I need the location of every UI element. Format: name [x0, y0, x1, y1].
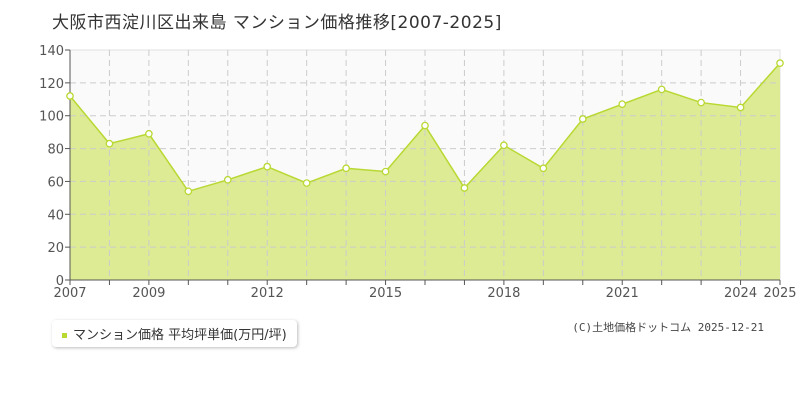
data-point — [460, 184, 469, 192]
y-tick-label: 80 — [47, 143, 64, 158]
data-point — [578, 115, 587, 123]
y-tick-label: 140 — [39, 44, 64, 59]
data-point — [184, 187, 193, 196]
y-tick-label: 40 — [47, 208, 64, 223]
legend-marker — [62, 333, 67, 338]
x-tick-label: 2025 — [763, 286, 796, 301]
data-point — [66, 92, 74, 100]
x-tick-label: 2015 — [369, 286, 402, 301]
price-chart: 0 20 40 60 80 100 120 140 2007 2009 2012 2015 2018 20… — [39, 44, 796, 301]
x-tick-label: 2012 — [251, 286, 284, 301]
x-tick-label: 2009 — [132, 286, 165, 301]
data-point — [776, 59, 784, 67]
y-tick-label: 0 — [56, 274, 64, 289]
data-point — [145, 129, 153, 138]
x-tick-label: 2024 — [724, 286, 757, 301]
data-point — [500, 141, 508, 150]
y-tick-label: 60 — [47, 175, 64, 190]
copyright-footer: (C)土地価格ドットコム 2025-12-21 — [572, 321, 764, 334]
data-point — [342, 164, 350, 173]
data-point — [263, 162, 272, 171]
legend-label: マンション価格 平均坪単価(万円/坪) — [73, 328, 287, 343]
y-tick-label: 120 — [39, 77, 64, 92]
data-point — [223, 175, 232, 184]
data-point — [421, 121, 429, 130]
y-tick-label: 100 — [39, 110, 64, 125]
x-tick-label: 2007 — [53, 286, 86, 301]
data-point — [381, 167, 390, 176]
data-point — [618, 100, 627, 109]
chart-title: 大阪市西淀川区出来島 マンション価格推移[2007-2025] — [52, 13, 502, 33]
data-point — [736, 103, 745, 112]
x-tick-label: 2018 — [487, 286, 520, 301]
data-point — [302, 179, 311, 187]
data-point — [697, 98, 705, 107]
y-tick-label: 20 — [47, 241, 64, 256]
x-tick-label: 2021 — [606, 286, 639, 301]
data-point — [539, 164, 548, 173]
data-point — [657, 85, 666, 94]
data-point — [105, 139, 114, 148]
legend: マンション価格 平均坪単価(万円/坪) — [52, 320, 297, 347]
